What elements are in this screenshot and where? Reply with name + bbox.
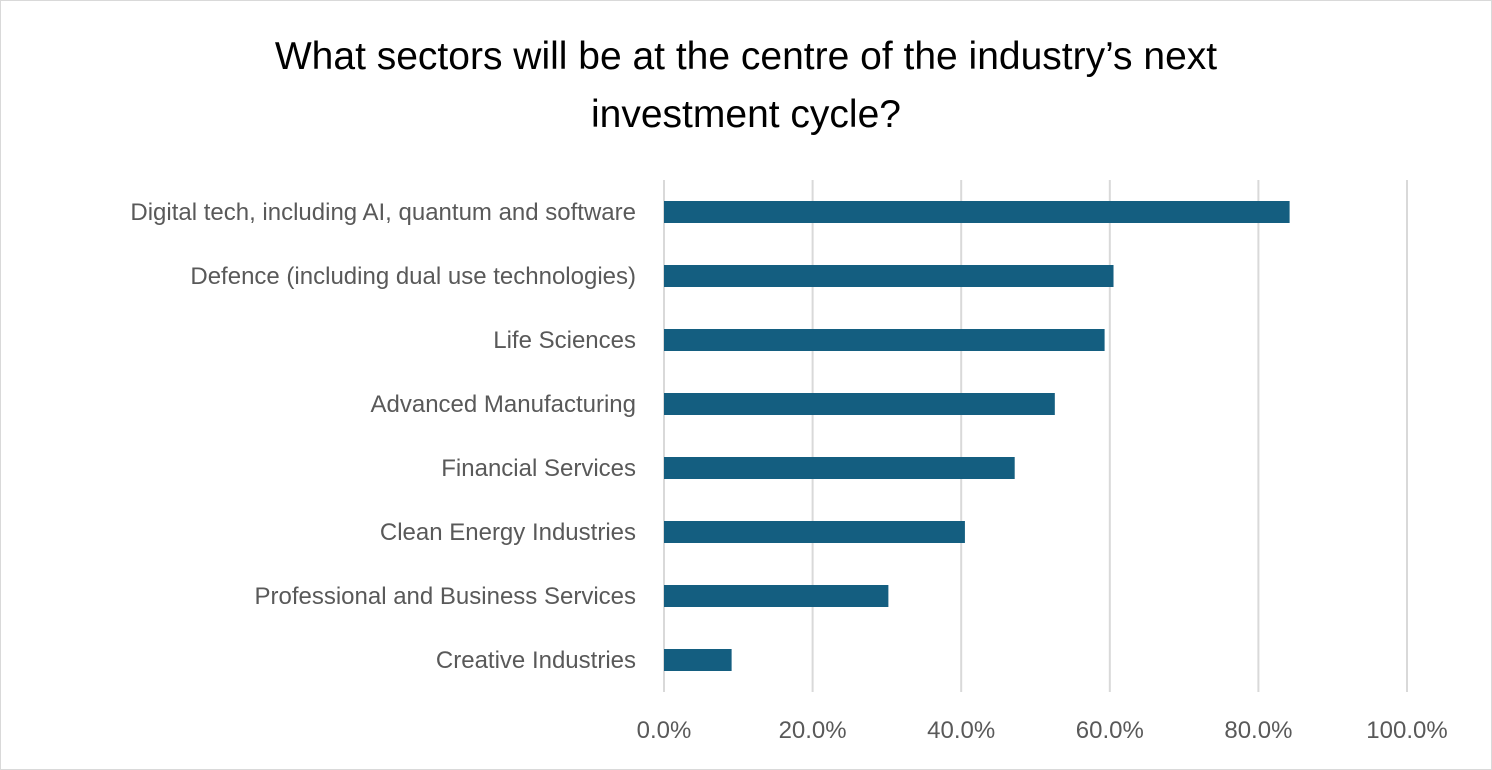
category-label: Financial Services [441,455,636,482]
category-label: Defence (including dual use technologies… [190,263,636,290]
category-label: Digital tech, including AI, quantum and … [130,199,636,226]
x-tick-label: 40.0% [927,717,995,744]
bar [664,201,1290,223]
bar [664,649,732,671]
chart-title-line-2: investment cycle? [591,93,901,136]
category-label: Clean Energy Industries [380,519,636,546]
bar [664,585,889,607]
category-label: Professional and Business Services [254,583,636,610]
x-tick-label: 80.0% [1224,717,1292,744]
category-labels: Digital tech, including AI, quantum and … [130,199,636,674]
x-tick-labels: 0.0% 20.0% 40.0% 60.0% 80.0% 100.0% [637,717,1448,744]
category-label: Creative Industries [436,647,636,674]
category-label: Advanced Manufacturing [371,391,637,418]
x-tick-label: 20.0% [779,717,847,744]
bar [664,265,1114,287]
bar [664,329,1105,351]
bar [664,457,1015,479]
bar [664,393,1055,415]
x-tick-label: 60.0% [1076,717,1144,744]
chart-title-line-1: What sectors will be at the centre of th… [274,35,1218,78]
category-label: Life Sciences [493,327,636,354]
x-tick-label: 100.0% [1366,717,1447,744]
x-tick-label: 0.0% [637,717,692,744]
bar [664,521,965,543]
chart-title: What sectors will be at the centre of th… [0,28,1492,144]
bars [664,201,1290,671]
gridlines [663,180,1408,692]
